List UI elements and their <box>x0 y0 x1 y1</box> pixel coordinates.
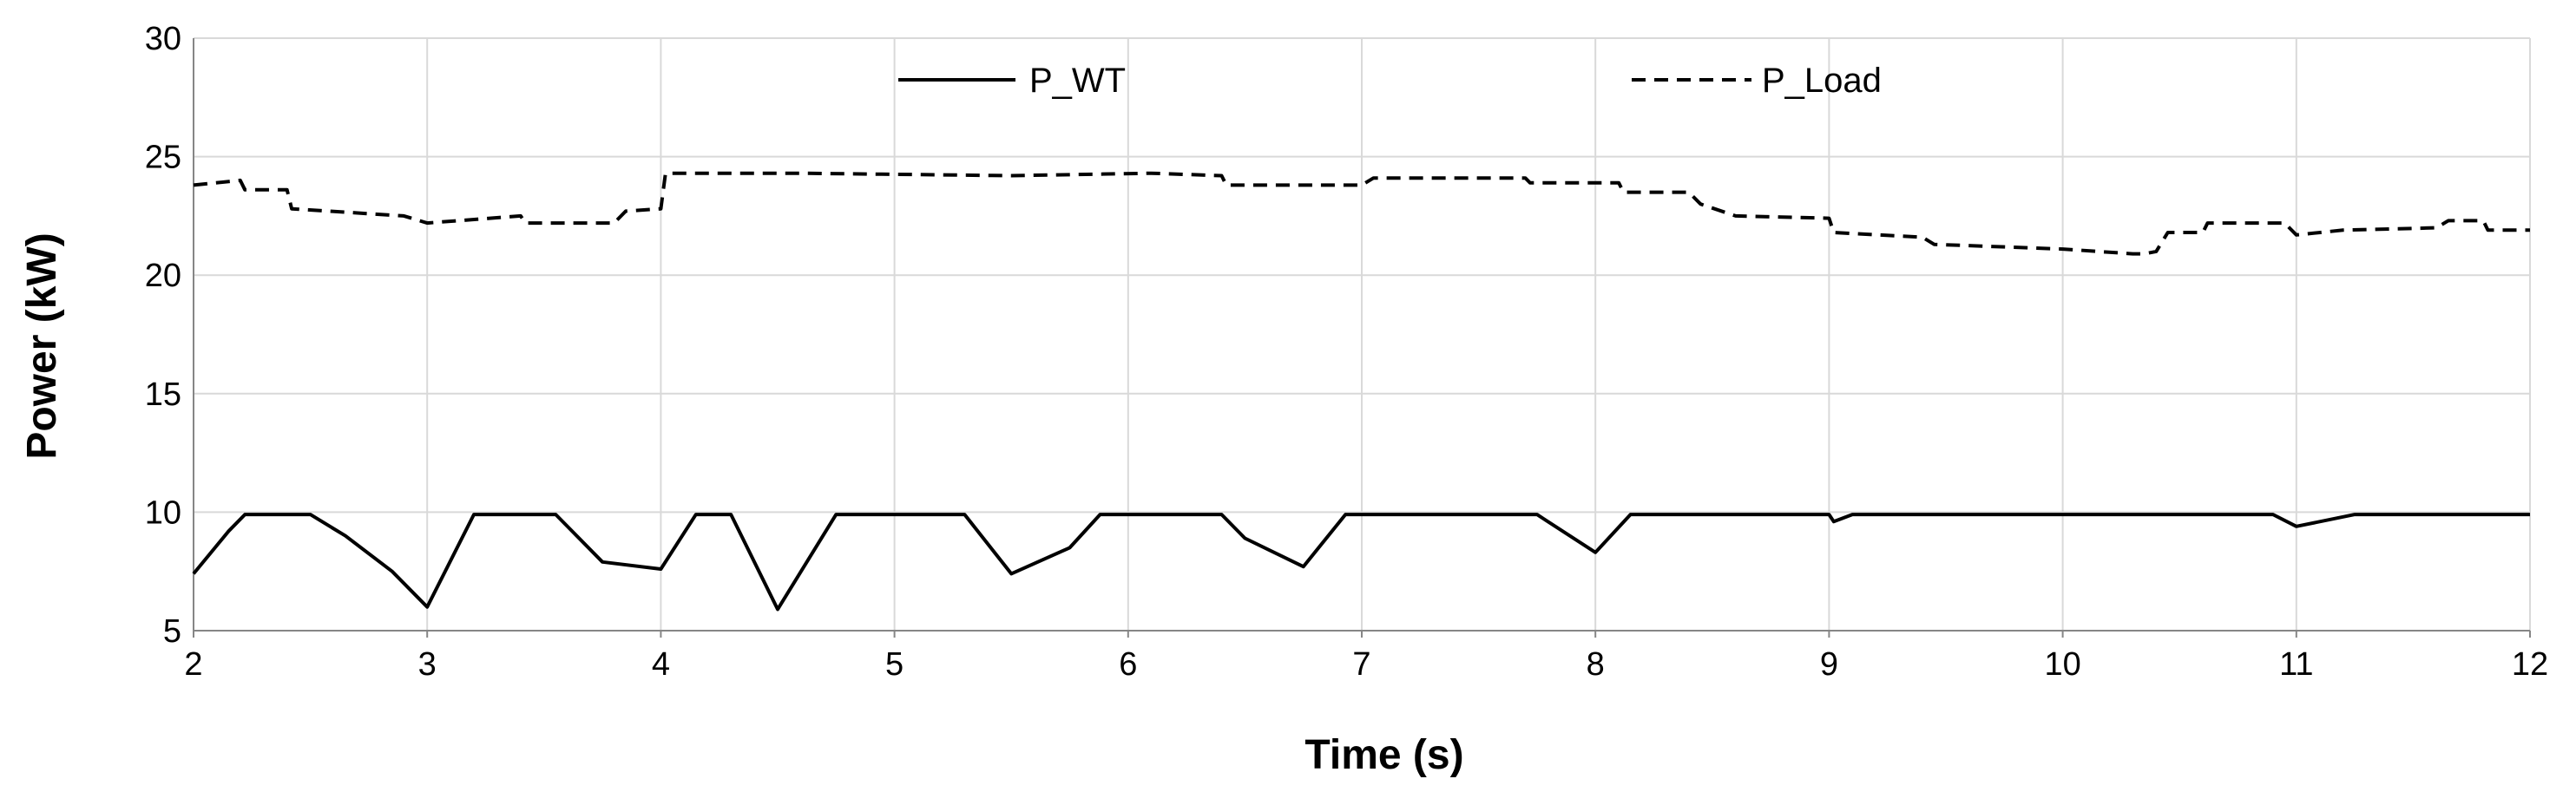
y-tick-labels: 5 10 15 20 25 30 <box>145 21 181 650</box>
legend-label-p-load: P_Load <box>1762 62 1882 100</box>
series-line-p-load <box>193 171 2530 256</box>
x-tick-label: 11 <box>2279 646 2313 683</box>
y-tick-label: 5 <box>163 613 181 650</box>
x-tick-label: 3 <box>418 646 437 683</box>
x-tick-label: 2 <box>184 646 202 683</box>
y-axis-title: Power (kW) <box>19 232 65 459</box>
y-tick-label: 10 <box>145 494 181 531</box>
x-tick-labels: 2 3 4 5 6 7 8 9 10 11 12 <box>184 646 2548 683</box>
y-tick-label: 15 <box>145 376 181 413</box>
y-tick-label: 30 <box>145 21 181 57</box>
y-tick-label: 25 <box>145 140 181 176</box>
x-tick-label: 6 <box>1119 646 1137 683</box>
x-axis-title: Time (s) <box>1304 732 1463 778</box>
x-tick-label: 12 <box>2512 646 2548 683</box>
x-tick-label: 8 <box>1587 646 1605 683</box>
gridlines <box>194 37 2531 631</box>
y-tick-label: 20 <box>145 258 181 294</box>
legend: P_WT P_Load <box>898 62 1882 100</box>
x-tick-label: 10 <box>2044 646 2080 683</box>
legend-label-p-wt: P_WT <box>1029 62 1126 100</box>
axes <box>193 38 2531 638</box>
x-tick-label: 7 <box>1352 646 1370 683</box>
x-tick-label: 5 <box>885 646 904 683</box>
data-series <box>192 171 2530 612</box>
series-line-p-wt <box>192 513 2530 612</box>
x-tick-label: 4 <box>652 646 670 683</box>
x-tick-label: 9 <box>1820 646 1838 683</box>
